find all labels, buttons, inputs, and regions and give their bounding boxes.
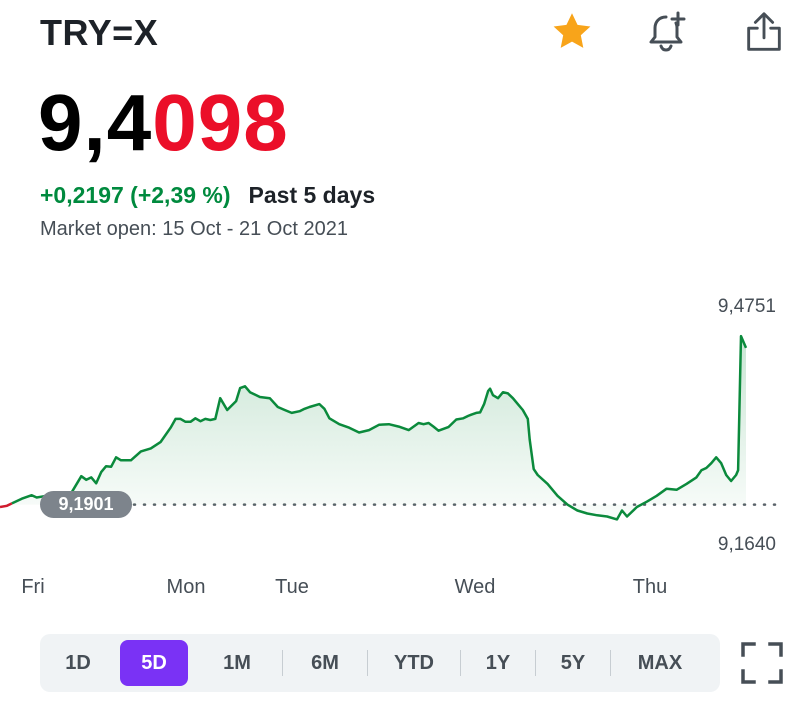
price-line xyxy=(11,334,748,521)
range-divider xyxy=(367,650,368,676)
x-label-tue: Tue xyxy=(275,576,309,598)
market-status: Market open: 15 Oct - 21 Oct 2021 xyxy=(40,218,348,240)
bell-plus-icon xyxy=(649,11,686,52)
previous-close-badge: 9,1901 xyxy=(40,491,132,519)
range-selector: 1D 5D 1M 6M YTD 1Y 5Y MAX xyxy=(40,634,720,692)
fullscreen-icon xyxy=(741,642,783,684)
price-area xyxy=(11,336,746,520)
range-max[interactable]: MAX xyxy=(637,651,683,674)
range-1d[interactable]: 1D xyxy=(65,651,91,674)
price-change: +0,2197 (+2,39 %) xyxy=(40,182,231,208)
range-divider xyxy=(282,650,283,676)
pre-period-line xyxy=(0,502,13,509)
ticker-symbol: TRY=X xyxy=(40,12,159,53)
chart-high-label: 9,4751 xyxy=(717,296,776,317)
price-chart[interactable]: 9,4751 9,1640 9,1901 Fri Mon Tue Wed Thu xyxy=(0,280,790,610)
range-divider xyxy=(460,650,461,676)
range-1y[interactable]: 1Y xyxy=(485,651,511,674)
alert-button[interactable] xyxy=(642,8,690,56)
header: TRY=X xyxy=(0,0,790,70)
change-row: +0,2197 (+2,39 %) Past 5 days xyxy=(40,180,375,210)
x-label-thu: Thu xyxy=(632,576,668,598)
price-highlight: 098 xyxy=(152,78,289,167)
range-1m[interactable]: 1M xyxy=(223,651,251,674)
current-price: 9,4098 xyxy=(38,78,289,168)
favorite-button[interactable] xyxy=(548,8,596,56)
period-label: Past 5 days xyxy=(248,182,376,208)
share-icon xyxy=(747,12,781,51)
star-icon xyxy=(553,13,591,48)
range-6m[interactable]: 6M xyxy=(311,651,339,674)
range-5y[interactable]: 5Y xyxy=(560,651,586,674)
x-label-wed: Wed xyxy=(454,576,496,598)
range-ytd[interactable]: YTD xyxy=(394,651,434,674)
fullscreen-button[interactable] xyxy=(740,641,784,685)
price-main: 9,4 xyxy=(38,78,153,167)
share-button[interactable] xyxy=(740,8,788,56)
range-divider xyxy=(610,650,611,676)
x-label-fri: Fri xyxy=(21,576,45,598)
chart-canvas xyxy=(0,334,786,521)
x-label-mon: Mon xyxy=(166,576,206,598)
chart-low-label: 9,1640 xyxy=(717,534,776,555)
range-divider xyxy=(535,650,536,676)
range-5d[interactable]: 5D xyxy=(120,640,188,686)
